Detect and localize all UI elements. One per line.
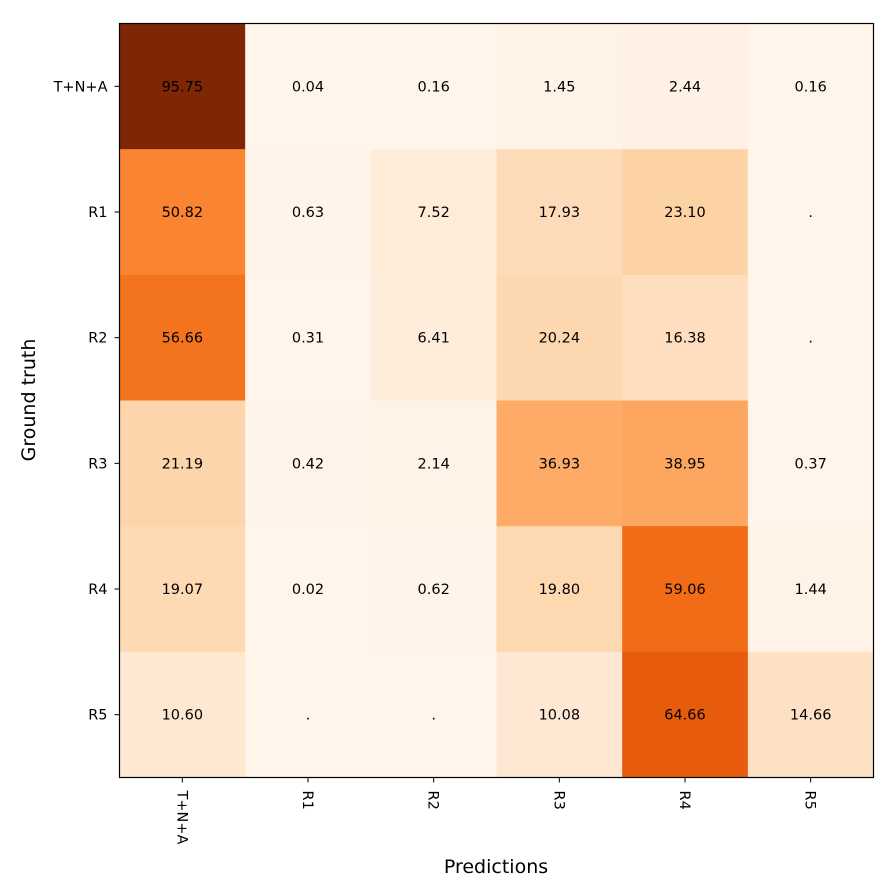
cell-value-label: 10.08: [539, 708, 581, 724]
cell-value-label: 0.16: [795, 79, 827, 95]
cell-value-label: 2.14: [418, 456, 450, 472]
heatmap-cell-r3-c4: [622, 400, 749, 527]
cell-value-label: 6.41: [418, 331, 450, 347]
cell-value-label: 95.75: [162, 79, 204, 95]
cell-value-label: 56.66: [162, 331, 204, 347]
cell-value-label: 64.66: [664, 708, 706, 724]
cell-value-label: 10.60: [162, 708, 204, 724]
y-tick-label: R3: [88, 456, 107, 472]
cell-value-label: 0.42: [292, 456, 324, 472]
heatmap-cell-r3-c1: [245, 400, 372, 527]
cell-value-label: .: [808, 331, 813, 347]
cell-value-label: 0.04: [292, 79, 324, 95]
heatmap-cell-r2-c1: [245, 274, 372, 401]
y-tick-label: R1: [88, 205, 107, 221]
heatmap-cell-r1-c0: [119, 149, 246, 276]
cell-value-label: 0.16: [418, 79, 450, 95]
cell-value-label: 36.93: [539, 456, 581, 472]
cell-value-label: 0.62: [418, 582, 450, 598]
heatmap-cell-r5-c1: [245, 651, 372, 778]
y-tick-label: R4: [88, 582, 107, 598]
heatmap-cell-r1-c3: [496, 149, 623, 276]
heatmap-cell-r4-c4: [622, 526, 749, 653]
cell-value-label: 2.44: [669, 79, 701, 95]
heatmap-cell-r2-c5: [747, 274, 874, 401]
x-axis-label: Predictions: [444, 856, 548, 878]
cell-value-label: 50.82: [162, 205, 204, 221]
heatmap-cell-r0-c2: [370, 23, 497, 150]
heatmap-cell-r2-c3: [496, 274, 623, 401]
cell-value-label: 0.37: [795, 456, 827, 472]
y-axis-ticks: T+N+A R1 R2 R3 R4 R5: [53, 79, 120, 724]
y-axis-label: Ground truth: [18, 339, 40, 462]
heatmap-cell-r0-c5: [747, 23, 874, 150]
heatmap-cell-r0-c3: [496, 23, 623, 150]
heatmap-cell-r3-c2: [370, 400, 497, 527]
cell-value-label: 23.10: [664, 205, 706, 221]
y-tick-label: T+N+A: [53, 79, 108, 95]
x-tick-label: R5: [802, 791, 818, 810]
heatmap-cell-r3-c3: [496, 400, 623, 527]
heatmap-cell-r1-c4: [622, 149, 749, 276]
plot-frame: [118, 22, 875, 779]
cell-value-label: 0.31: [292, 331, 324, 347]
heatmap-cell-r1-c2: [370, 149, 497, 276]
heatmap-cell-r5-c2: [370, 651, 497, 778]
heatmap-cell-r5-c4: [622, 651, 749, 778]
heatmap-cell-r2-c4: [622, 274, 749, 401]
cell-value-label: .: [808, 205, 813, 221]
cell-value-label: 17.93: [539, 205, 581, 221]
cell-value-label: 14.66: [790, 708, 832, 724]
cell-value-label: .: [306, 708, 311, 724]
cell-value-label: 1.45: [543, 79, 575, 95]
cell-value-label: 1.44: [795, 582, 827, 598]
heatmap-cell-labels: 95.75 0.04 0.16 1.45 2.44 0.16 50.82 0.63 7.52 17…: [162, 79, 832, 723]
heatmap-cell-r1-c5: [747, 149, 874, 276]
x-axis-ticks: T+N+A R1 R2 R3 R4 R5: [173, 777, 818, 845]
heatmap-cell-r4-c3: [496, 526, 623, 653]
heatmap-cell-r4-c5: [747, 526, 874, 653]
heatmap-cell-r0-c0: [119, 23, 246, 150]
heatmap-cell-r4-c1: [245, 526, 372, 653]
heatmap-cell-r5-c5: [747, 651, 874, 778]
cell-value-label: 59.06: [664, 582, 706, 598]
heatmap-cell-r4-c0: [119, 526, 246, 653]
cell-value-label: 16.38: [664, 331, 706, 347]
x-tick-label: R2: [425, 791, 441, 810]
x-tick-label: R4: [676, 791, 692, 810]
cell-value-label: 19.07: [162, 582, 204, 598]
cell-value-label: .: [431, 708, 436, 724]
y-tick-label: R2: [88, 331, 107, 347]
cell-value-label: 38.95: [664, 456, 706, 472]
cell-value-label: 20.24: [539, 331, 581, 347]
heatmap-cell-r2-c0: [119, 274, 246, 401]
x-tick-label: R3: [550, 791, 566, 810]
cell-value-label: 0.02: [292, 582, 324, 598]
heatmap-cell-r4-c2: [370, 526, 497, 653]
heatmap-cell-r2-c2: [370, 274, 497, 401]
y-tick-label: R5: [88, 708, 107, 724]
heatmap-cells: [119, 23, 874, 778]
cell-value-label: 19.80: [539, 582, 581, 598]
heatmap-cell-r5-c3: [496, 651, 623, 778]
cell-value-label: 7.52: [418, 205, 450, 221]
heatmap-cell-r3-c5: [747, 400, 874, 527]
cell-value-label: 0.63: [292, 205, 324, 221]
heatmap-cell-r3-c0: [119, 400, 246, 527]
heatmap-cell-r1-c1: [245, 149, 372, 276]
heatmap-cell-r0-c4: [622, 23, 749, 150]
heatmap-cell-r5-c0: [119, 651, 246, 778]
x-tick-label: T+N+A: [173, 790, 189, 845]
heatmap-cell-r0-c1: [245, 23, 372, 150]
x-tick-label: R1: [299, 791, 315, 810]
cell-value-label: 21.19: [162, 456, 204, 472]
